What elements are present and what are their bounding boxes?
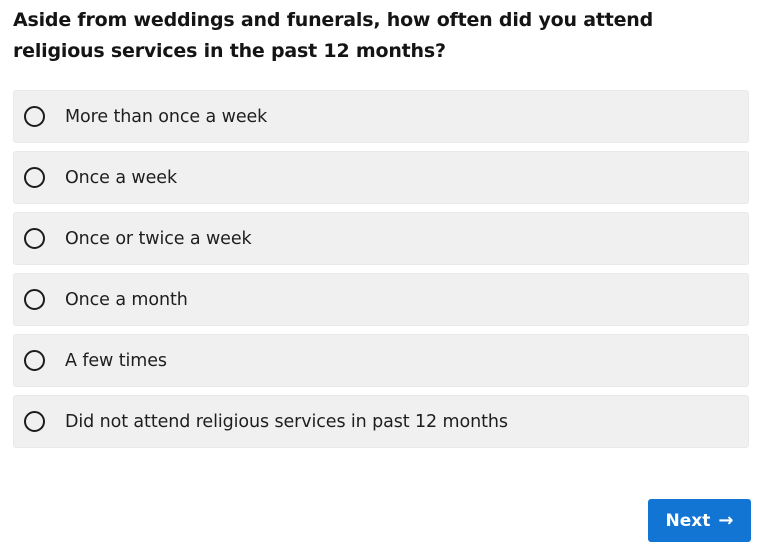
arrow-right-icon: → xyxy=(718,509,734,531)
answer-options: More than once a week Once a week Once o… xyxy=(13,90,749,456)
radio-button[interactable] xyxy=(24,411,45,432)
option-label: Once a month xyxy=(65,289,188,310)
option-a-few-times[interactable]: A few times xyxy=(13,334,749,387)
option-did-not-attend[interactable]: Did not attend religious services in pas… xyxy=(13,395,749,448)
radio-button[interactable] xyxy=(24,350,45,371)
option-label: More than once a week xyxy=(65,106,268,127)
option-label: Did not attend religious services in pas… xyxy=(65,411,508,432)
option-more-than-once-a-week[interactable]: More than once a week xyxy=(13,90,749,143)
radio-button[interactable] xyxy=(24,167,45,188)
option-once-a-week[interactable]: Once a week xyxy=(13,151,749,204)
option-label: A few times xyxy=(65,350,167,371)
next-button[interactable]: Next → xyxy=(648,499,751,542)
radio-button[interactable] xyxy=(24,106,45,127)
radio-button[interactable] xyxy=(24,289,45,310)
option-label: Once or twice a week xyxy=(65,228,252,249)
radio-button[interactable] xyxy=(24,228,45,249)
option-label: Once a week xyxy=(65,167,177,188)
option-once-or-twice-a-week[interactable]: Once or twice a week xyxy=(13,212,749,265)
option-once-a-month[interactable]: Once a month xyxy=(13,273,749,326)
next-button-label: Next xyxy=(665,510,711,531)
question-text: Aside from weddings and funerals, how of… xyxy=(13,9,654,62)
